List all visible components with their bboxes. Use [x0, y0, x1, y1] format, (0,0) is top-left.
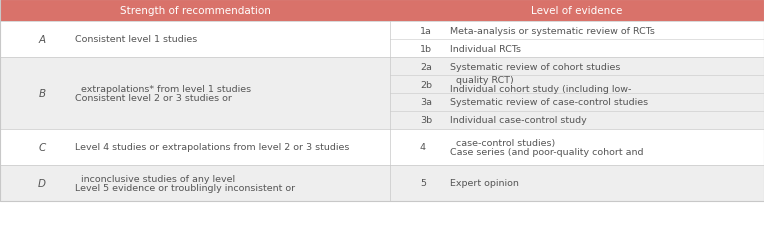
Text: inconclusive studies of any level: inconclusive studies of any level — [75, 174, 235, 183]
Text: 5: 5 — [420, 179, 426, 188]
Bar — [0, 0, 764, 22]
Text: extrapolations* from level 1 studies: extrapolations* from level 1 studies — [75, 85, 251, 94]
Text: 1a: 1a — [420, 26, 432, 35]
Text: Systematic review of cohort studies: Systematic review of cohort studies — [450, 62, 620, 71]
Text: Strength of recommendation: Strength of recommendation — [119, 6, 270, 16]
Text: Level of evidence: Level of evidence — [531, 6, 623, 16]
Text: Individual cohort study (including low-: Individual cohort study (including low- — [450, 85, 631, 94]
Text: quality RCT): quality RCT) — [450, 76, 513, 85]
Text: 1b: 1b — [420, 44, 432, 53]
Bar — [0, 22, 764, 58]
Text: Systematic review of case-control studies: Systematic review of case-control studie… — [450, 98, 648, 107]
Bar — [0, 165, 764, 201]
Text: D: D — [38, 178, 46, 188]
Text: 4: 4 — [420, 143, 426, 152]
Text: Individual RCTs: Individual RCTs — [450, 44, 521, 53]
Text: B: B — [38, 89, 46, 98]
Text: Consistent level 1 studies: Consistent level 1 studies — [75, 35, 197, 44]
Text: 3b: 3b — [420, 116, 432, 125]
Bar — [0, 129, 764, 165]
Text: Consistent level 2 or 3 studies or: Consistent level 2 or 3 studies or — [75, 94, 232, 103]
Text: Expert opinion: Expert opinion — [450, 179, 519, 188]
Bar — [0, 0, 764, 201]
Text: case-control studies): case-control studies) — [450, 138, 555, 147]
Text: 2b: 2b — [420, 80, 432, 89]
Bar — [0, 58, 764, 129]
Text: Level 5 evidence or troublingly inconsistent or: Level 5 evidence or troublingly inconsis… — [75, 183, 295, 192]
Text: A: A — [38, 35, 46, 45]
Text: C: C — [38, 142, 46, 152]
Text: 3a: 3a — [420, 98, 432, 107]
Text: 2a: 2a — [420, 62, 432, 71]
Text: Level 4 studies or extrapolations from level 2 or 3 studies: Level 4 studies or extrapolations from l… — [75, 143, 349, 152]
Text: Individual case-control study: Individual case-control study — [450, 116, 587, 125]
Text: Meta-analysis or systematic review of RCTs: Meta-analysis or systematic review of RC… — [450, 26, 655, 35]
Text: Case series (and poor-quality cohort and: Case series (and poor-quality cohort and — [450, 147, 643, 156]
